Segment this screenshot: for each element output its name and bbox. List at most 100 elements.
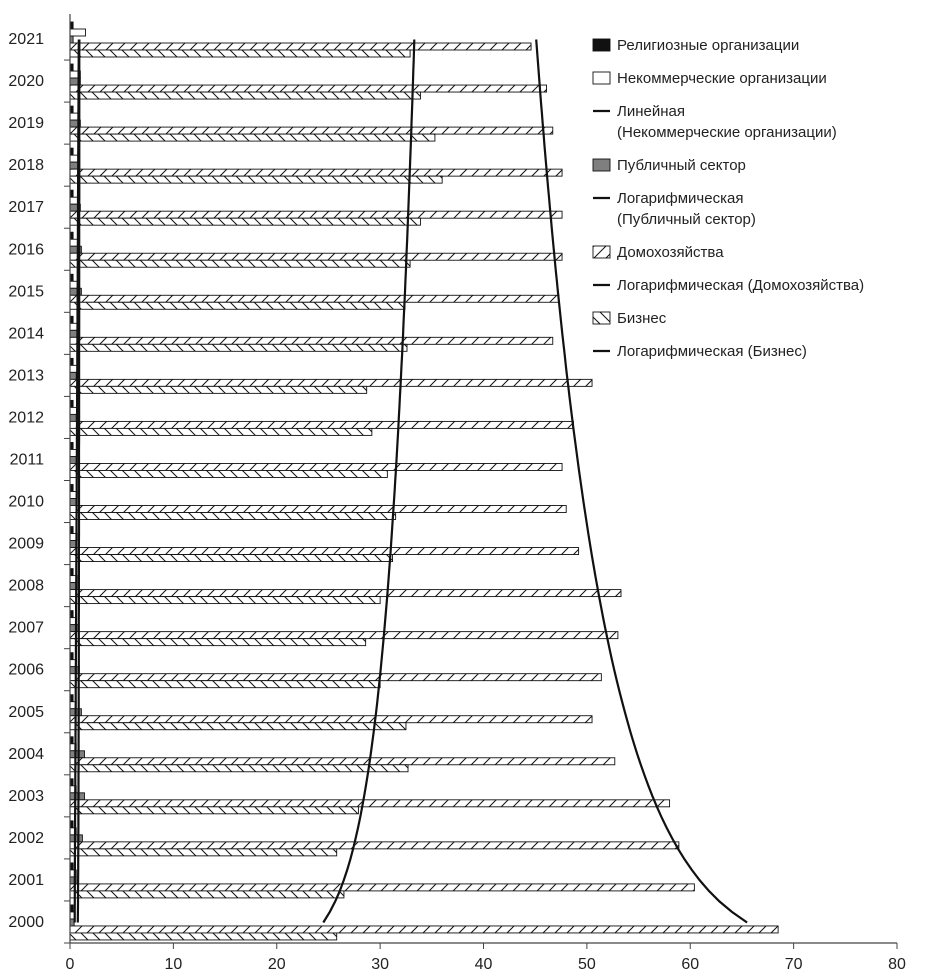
legend-symbol-hatch-forward [592, 245, 611, 259]
x-tick-label: 50 [578, 956, 596, 973]
legend: Религиозные организации Некоммерческие ор… [592, 37, 864, 360]
bar-gray-2004 [69, 750, 85, 759]
legend-label: Религиозные организации [617, 37, 799, 54]
bar-hatch-back-2013 [69, 385, 368, 394]
bar-hatch-back-2015 [69, 301, 406, 310]
y-tick-label: 2003 [8, 788, 44, 805]
bar-hatch-back-2018 [69, 175, 443, 184]
bar-gray-2009 [69, 540, 77, 548]
bar-hatch-forward-2000 [69, 925, 779, 934]
bar-hatch-back-2010 [69, 512, 397, 520]
bar-hatch-back-2016 [69, 259, 411, 268]
bar-hatch-back-2021 [69, 49, 411, 58]
x-tick-label: 80 [888, 956, 906, 973]
bar-gray-2000 [69, 918, 75, 927]
legend-symbol-white [592, 71, 611, 85]
bar-hatch-forward-2018 [69, 168, 563, 177]
bar-hatch-forward-2016 [69, 252, 563, 261]
x-tick-label: 60 [681, 956, 699, 973]
bar-hatch-back-2012 [69, 427, 373, 436]
legend-label: Домохозяйства [617, 244, 724, 261]
bar-hatch-forward-2006 [69, 673, 602, 682]
y-tick-label: 2001 [8, 872, 44, 889]
bar-hatch-forward-2013 [69, 378, 593, 387]
legend-label: Линейная (Некоммерческие организации) [617, 103, 837, 141]
bar-hatch-forward-2021 [69, 42, 532, 51]
legend-symbol-hatch-back [592, 311, 611, 325]
y-tick-label: 2005 [8, 704, 44, 721]
y-tick-label: 2004 [8, 746, 44, 763]
bar-hatch-back-2005 [69, 722, 407, 731]
bar-hatch-forward-2004 [69, 757, 616, 766]
bar-hatch-forward-2002 [69, 841, 680, 850]
bar-white-2014 [69, 322, 78, 331]
bar-gray-2011 [69, 456, 77, 464]
y-tick-label: 2007 [8, 620, 44, 637]
x-tick-label: 20 [268, 956, 286, 973]
bar-white-2018 [69, 154, 79, 163]
y-tick-label: 2014 [8, 325, 44, 342]
y-tick-label: 2011 [10, 451, 45, 468]
bars-layer [69, 21, 779, 941]
trendline-public [76, 39, 81, 923]
y-tick-label: 2008 [8, 578, 44, 595]
bar-hatch-forward-2011 [69, 463, 563, 471]
y-tick-label: 2013 [8, 367, 44, 384]
bar-hatch-forward-2012 [69, 420, 574, 429]
y-tick-label: 2015 [8, 283, 44, 300]
y-tick-label: 2010 [8, 494, 44, 511]
bar-hatch-forward-2008 [69, 589, 622, 598]
bar-hatch-back-2019 [69, 133, 436, 142]
x-tick-label: 70 [785, 956, 803, 973]
axes-layer: 0 10 20 30 40 50 60 70 80 2000 2001 2002 2003 2004 200… [8, 14, 906, 973]
bar-hatch-forward-2007 [69, 631, 619, 640]
legend-symbol-gray [592, 158, 611, 172]
bar-hatch-back-2004 [69, 764, 409, 773]
bar-hatch-back-2003 [69, 806, 359, 815]
bar-hatch-forward-2009 [69, 547, 580, 555]
bar-gray-2012 [69, 413, 77, 422]
y-tick-label: 2012 [8, 409, 44, 426]
trendlines-layer [73, 39, 748, 924]
bar-hatch-back-2006 [69, 680, 381, 689]
bar-hatch-back-2000 [69, 932, 338, 941]
bar-gray-2002 [69, 834, 83, 843]
y-tick-label: 2000 [8, 914, 44, 931]
y-tick-label: 2020 [8, 73, 44, 90]
bar-hatch-forward-2015 [69, 294, 560, 303]
bar-hatch-forward-2003 [69, 799, 671, 808]
y-tick-label: 2019 [8, 115, 44, 132]
legend-label: Логарифмическая (Домохозяйства) [617, 277, 864, 294]
y-tick-label: 2018 [8, 157, 44, 174]
y-tick-label: 2016 [8, 241, 44, 258]
y-tick-label: 2021 [8, 31, 44, 48]
bar-hatch-back-2011 [69, 470, 388, 478]
legend-label: Логарифмическая (Публичный сектор) [617, 190, 756, 228]
trendline-nonprofit [73, 39, 80, 923]
trendline-households [535, 39, 748, 924]
y-tick-label: 2017 [8, 199, 44, 216]
bar-hatch-back-2009 [69, 554, 393, 562]
y-tick-label: 2002 [8, 830, 44, 847]
bar-hatch-back-2001 [69, 890, 345, 899]
bar-hatch-back-2017 [69, 217, 421, 226]
x-tick-label: 10 [164, 956, 182, 973]
legend-label: Логарифмическая (Бизнес) [617, 343, 807, 360]
trendline-business [322, 39, 416, 924]
legend-label: Бизнес [617, 310, 667, 327]
legend-label: Некоммерческие организации [617, 70, 827, 87]
x-tick-label: 30 [371, 956, 389, 973]
bar-hatch-back-2007 [69, 638, 367, 647]
bar-hatch-back-2008 [69, 596, 381, 605]
bar-hatch-forward-2010 [69, 505, 567, 513]
x-tick-label: 40 [475, 956, 493, 973]
y-tick-label: 2009 [8, 536, 44, 553]
bar-hatch-back-2020 [69, 91, 421, 100]
bar-hatch-forward-2005 [69, 715, 593, 724]
bar-hatch-forward-2001 [69, 883, 695, 892]
y-tick-label: 2006 [8, 662, 44, 679]
legend-label: Публичный сектор [617, 157, 746, 174]
bar-hatch-forward-2017 [69, 210, 563, 219]
bar-gray-2003 [69, 792, 85, 801]
